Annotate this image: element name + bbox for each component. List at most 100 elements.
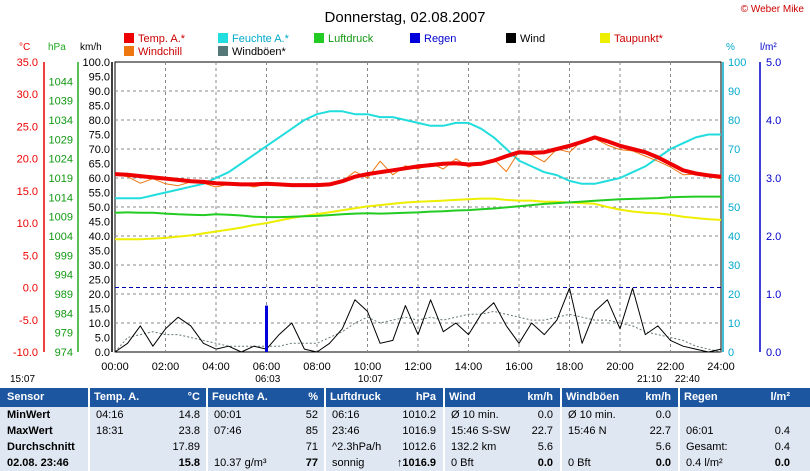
time-marker-label: 22:40 [675, 374, 700, 385]
tick-label-pct: 20 [728, 289, 740, 301]
tick-label-rain: 2.0 [766, 231, 781, 243]
tick-label-kmh: 70.0 [89, 144, 110, 156]
tick-label-time: 04:00 [202, 361, 230, 373]
tick-label-time: 10:00 [354, 361, 382, 373]
table-cell-value: 22.7 [531, 425, 553, 437]
legend-label: Feuchte A.* [232, 33, 290, 45]
tick-label-hpa: 1019 [49, 173, 73, 185]
table-cell-detail: Ø 10 min. [568, 409, 616, 421]
tick-label-time: 22:00 [657, 361, 685, 373]
table-header-unit: °C [187, 391, 200, 403]
table-cell-detail: 15:46 S-SW [451, 425, 511, 437]
tick-label-pct: 10 [728, 318, 740, 330]
time-marker-label: 06:03 [255, 374, 280, 385]
table-row-label: 02.08. 23:46 [7, 457, 69, 469]
tick-label-kmh: 35.0 [89, 246, 110, 258]
time-marker-label: 10:07 [358, 374, 383, 385]
table-cell-value: 14.8 [178, 409, 200, 421]
legend-label: Luftdruck [328, 33, 374, 45]
credit-link[interactable]: © Weber Mike [740, 4, 804, 15]
tick-label-hpa: 1039 [49, 96, 73, 108]
table-header-label: Wind [449, 391, 476, 403]
tick-label-kmh: 60.0 [89, 173, 110, 185]
tick-label-kmh: 15.0 [89, 304, 110, 316]
chart-title: Donnerstag, 02.08.2007 [325, 9, 486, 26]
table-header-label: Feuchte A. [212, 391, 268, 403]
rain-bar [265, 305, 268, 352]
tick-label-kmh: 85.0 [89, 101, 110, 113]
table-cell-detail: 06:16 [332, 409, 360, 421]
table-cell-detail: 0 Bft [451, 457, 474, 469]
series-line-windchill [114, 138, 722, 188]
axis-unit-pct: % [726, 42, 735, 53]
legend-swatch [600, 33, 610, 43]
tick-label-kmh: 90.0 [89, 86, 110, 98]
table-cell-value: 1010.2 [402, 409, 436, 421]
tick-label-pct: 80 [728, 115, 740, 127]
tick-label-time: 06:00 [253, 361, 281, 373]
table-cell-detail: 18:31 [96, 425, 124, 437]
table-cell-value: 85 [305, 425, 318, 437]
legend-label: Wind [520, 33, 545, 45]
legend-swatch [314, 33, 324, 43]
tick-label-pct: 70 [728, 144, 740, 156]
table-header-unit: l/m² [770, 391, 790, 403]
legend-swatch [410, 33, 420, 43]
table-cell-value: 0.0 [655, 409, 671, 421]
series-line-pressure [114, 195, 721, 219]
tick-label-rain: 3.0 [766, 173, 781, 185]
tick-label-temp: -5.0 [19, 315, 38, 327]
tick-label-hpa: 1009 [49, 212, 73, 224]
tick-label-temp: 5.0 [23, 250, 38, 262]
tick-label-kmh: 80.0 [89, 115, 110, 127]
tick-label-time: 08:00 [303, 361, 331, 373]
tick-label-temp: -10.0 [13, 347, 38, 359]
table-cell-value: 22.7 [649, 425, 671, 437]
table-cell-detail: 00:01 [214, 409, 242, 421]
table-cell-detail: 132.2 km [451, 441, 497, 453]
tick-label-time: 12:00 [404, 361, 432, 373]
tick-label-rain: 1.0 [766, 289, 781, 301]
tick-label-kmh: 95.0 [89, 72, 110, 84]
legend-label: Windböen* [232, 46, 287, 58]
table-cell-value: 0.4 [774, 441, 790, 453]
tick-label-kmh: 65.0 [89, 159, 110, 171]
table-cell-detail: 23:46 [332, 425, 360, 437]
legend-swatch [124, 33, 134, 43]
table-cell-value: 52 [305, 409, 318, 421]
axis-unit-rain: l/m² [760, 42, 777, 53]
tick-label-kmh: 40.0 [89, 231, 110, 243]
tick-label-temp: 20.0 [17, 154, 38, 166]
table-cell-value: 0.0 [537, 409, 553, 421]
legend-swatch [124, 46, 134, 56]
table-header-unit: % [308, 391, 318, 403]
table-cell-value: 0.0 [655, 457, 671, 469]
tick-label-time: 02:00 [152, 361, 180, 373]
table-header-unit: km/h [645, 391, 671, 403]
table-cell-value: 15.8 [178, 457, 200, 469]
tick-label-pct: 40 [728, 231, 740, 243]
series-line-dewpoint [115, 197, 722, 241]
tick-label-pct: 30 [728, 260, 740, 272]
tick-label-hpa: 974 [55, 347, 73, 359]
table-row-label: Durchschnitt [7, 441, 75, 453]
axis-unit-kmh: km/h [80, 42, 102, 53]
tick-label-hpa: 994 [55, 270, 73, 282]
table-header-unit: hPa [415, 391, 436, 403]
table-cell-detail: Ø 10 min. [451, 409, 499, 421]
table-header-label: Luftdruck [330, 391, 381, 403]
tick-label-temp: 35.0 [17, 57, 38, 69]
tick-label-temp: 30.0 [17, 89, 38, 101]
table-row-label: MinWert [7, 409, 51, 421]
table-cell-detail: sonnig [332, 457, 365, 469]
legend-swatch [218, 33, 228, 43]
tick-label-pct: 0 [728, 347, 734, 359]
table-cell-value: 5.6 [537, 441, 553, 453]
tick-label-kmh: 5.0 [95, 333, 110, 345]
time-marker-label: 15:07 [10, 374, 35, 385]
tick-label-kmh: 75.0 [89, 130, 110, 142]
table-cell-value: 17.89 [172, 441, 200, 453]
tick-label-kmh: 20.0 [89, 289, 110, 301]
table-cell-value: 5.6 [655, 441, 671, 453]
